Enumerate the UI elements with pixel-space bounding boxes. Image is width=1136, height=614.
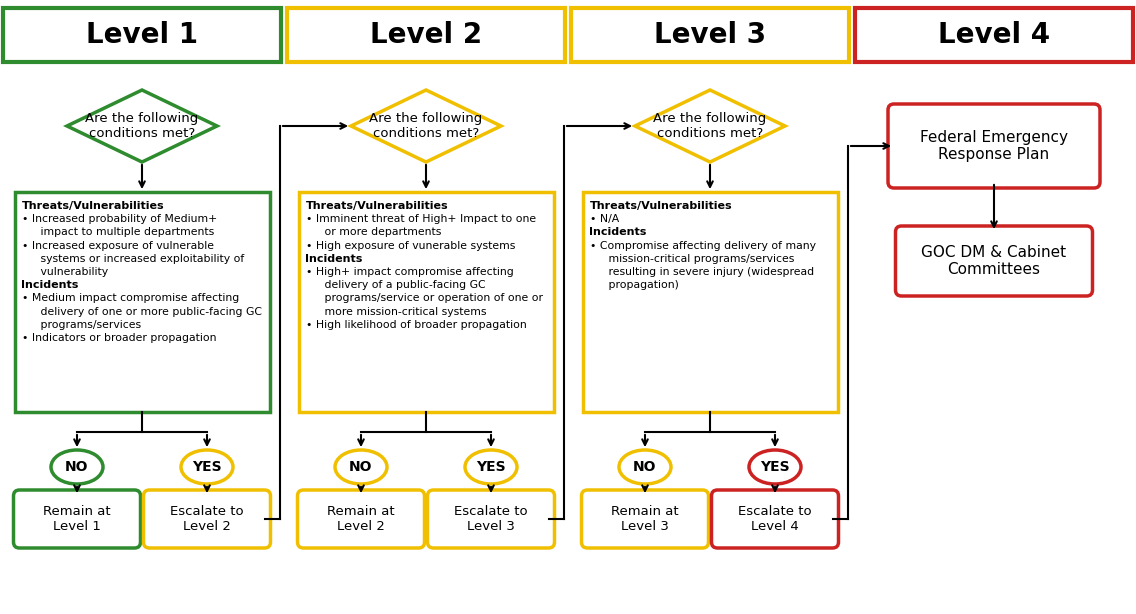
Text: Threats/Vulnerabilities: Threats/Vulnerabilities	[590, 201, 732, 211]
Polygon shape	[67, 90, 217, 162]
Text: Threats/Vulnerabilities: Threats/Vulnerabilities	[306, 201, 448, 211]
Text: Level 3: Level 3	[654, 21, 766, 49]
Text: NO: NO	[65, 460, 89, 474]
FancyBboxPatch shape	[888, 104, 1100, 188]
Text: • N/A: • N/A	[590, 214, 619, 224]
Text: delivery of one or more public-facing GC: delivery of one or more public-facing GC	[30, 306, 261, 317]
Text: • High likelihood of broader propagation: • High likelihood of broader propagation	[306, 320, 526, 330]
Text: • High exposure of vunerable systems: • High exposure of vunerable systems	[306, 241, 515, 251]
Text: more mission-critical systems: more mission-critical systems	[314, 306, 486, 317]
Polygon shape	[635, 90, 785, 162]
FancyBboxPatch shape	[15, 192, 269, 412]
Text: programs/services: programs/services	[30, 320, 141, 330]
Text: Incidents: Incidents	[590, 227, 646, 238]
Text: Are the following
conditions met?: Are the following conditions met?	[369, 112, 483, 140]
Text: NO: NO	[349, 460, 373, 474]
Text: Level 2: Level 2	[370, 21, 482, 49]
FancyBboxPatch shape	[711, 490, 838, 548]
Ellipse shape	[335, 450, 387, 484]
Ellipse shape	[465, 450, 517, 484]
Text: YES: YES	[760, 460, 790, 474]
Text: Incidents: Incidents	[22, 280, 78, 290]
Text: YES: YES	[192, 460, 222, 474]
Text: • Compromise affecting delivery of many: • Compromise affecting delivery of many	[590, 241, 816, 251]
FancyBboxPatch shape	[298, 490, 425, 548]
Text: Federal Emergency
Response Plan: Federal Emergency Response Plan	[920, 130, 1068, 162]
Ellipse shape	[181, 450, 233, 484]
Text: GOC DM & Cabinet
Committees: GOC DM & Cabinet Committees	[921, 245, 1067, 277]
Text: systems or increased exploitability of: systems or increased exploitability of	[30, 254, 244, 264]
Text: Are the following
conditions met?: Are the following conditions met?	[653, 112, 767, 140]
Text: or more departments: or more departments	[314, 227, 441, 238]
Text: • Imminent threat of High+ Impact to one: • Imminent threat of High+ Impact to one	[306, 214, 536, 224]
Text: NO: NO	[633, 460, 657, 474]
Text: • Indicators or broader propagation: • Indicators or broader propagation	[22, 333, 216, 343]
Ellipse shape	[619, 450, 671, 484]
Polygon shape	[351, 90, 501, 162]
FancyBboxPatch shape	[571, 8, 849, 62]
Text: Escalate to
Level 2: Escalate to Level 2	[170, 505, 244, 533]
FancyBboxPatch shape	[287, 8, 565, 62]
FancyBboxPatch shape	[427, 490, 554, 548]
Text: Level 4: Level 4	[938, 21, 1050, 49]
Text: programs/service or operation of one or: programs/service or operation of one or	[314, 293, 543, 303]
Text: Incidents: Incidents	[306, 254, 362, 264]
FancyBboxPatch shape	[582, 490, 709, 548]
Text: resulting in severe injury (widespread: resulting in severe injury (widespread	[598, 267, 813, 277]
FancyBboxPatch shape	[14, 490, 141, 548]
Text: Threats/Vulnerabilities: Threats/Vulnerabilities	[22, 201, 164, 211]
FancyBboxPatch shape	[855, 8, 1133, 62]
Text: • Increased probability of Medium+: • Increased probability of Medium+	[22, 214, 217, 224]
Text: • Medium impact compromise affecting: • Medium impact compromise affecting	[22, 293, 239, 303]
Text: YES: YES	[476, 460, 506, 474]
Ellipse shape	[749, 450, 801, 484]
Text: • Increased exposure of vulnerable: • Increased exposure of vulnerable	[22, 241, 214, 251]
FancyBboxPatch shape	[895, 226, 1093, 296]
Text: Remain at
Level 1: Remain at Level 1	[43, 505, 111, 533]
Text: Escalate to
Level 3: Escalate to Level 3	[454, 505, 528, 533]
Text: Level 1: Level 1	[86, 21, 198, 49]
Text: delivery of a public-facing GC: delivery of a public-facing GC	[314, 280, 485, 290]
FancyBboxPatch shape	[3, 8, 281, 62]
Text: Escalate to
Level 4: Escalate to Level 4	[738, 505, 812, 533]
Text: impact to multiple departments: impact to multiple departments	[30, 227, 214, 238]
Ellipse shape	[51, 450, 103, 484]
FancyBboxPatch shape	[143, 490, 270, 548]
Text: vulnerability: vulnerability	[30, 267, 108, 277]
Text: Are the following
conditions met?: Are the following conditions met?	[85, 112, 199, 140]
FancyBboxPatch shape	[583, 192, 837, 412]
Text: Remain at
Level 2: Remain at Level 2	[327, 505, 395, 533]
FancyBboxPatch shape	[299, 192, 553, 412]
Text: propagation): propagation)	[598, 280, 678, 290]
Text: Remain at
Level 3: Remain at Level 3	[611, 505, 679, 533]
Text: • High+ impact compromise affecting: • High+ impact compromise affecting	[306, 267, 513, 277]
Text: mission-critical programs/services: mission-critical programs/services	[598, 254, 794, 264]
